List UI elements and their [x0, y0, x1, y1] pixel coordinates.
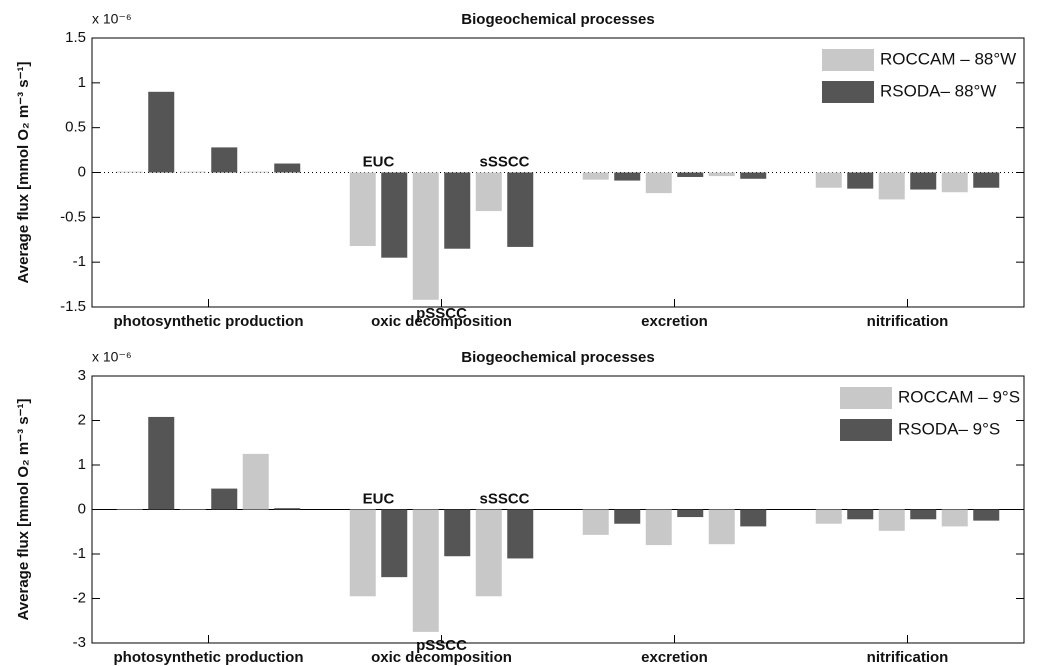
bar [614, 172, 641, 181]
bar [973, 172, 1000, 188]
x-tick-label: nitrification [867, 649, 949, 666]
bar [507, 172, 534, 247]
legend-swatch [822, 81, 874, 103]
bar [740, 509, 767, 527]
x-tick-label: oxic decomposition [371, 313, 512, 330]
x-tick-label: excretion [641, 313, 708, 330]
bar [973, 509, 1000, 521]
legend-swatch [840, 387, 892, 409]
y-tick-label: 0 [78, 500, 86, 517]
x-tick-label: photosynthetic production [114, 649, 304, 666]
bar [941, 172, 968, 193]
y-axis-label: Average flux [mmol O₂ m⁻³ s⁻¹] [15, 399, 32, 621]
x-tick-label: nitrification [867, 313, 949, 330]
bar [677, 509, 704, 518]
bar [878, 172, 905, 200]
bar [475, 172, 502, 212]
y-tick-label: -1.5 [60, 298, 86, 315]
annotation: sSSCC [479, 153, 529, 170]
legend-swatch [822, 49, 874, 71]
y-tick-label: 0.5 [65, 119, 86, 136]
bar [179, 171, 206, 173]
legend-label: RSODA– 9°S [898, 419, 1000, 438]
bar [645, 172, 672, 194]
y-axis-label: Average flux [mmol O₂ m⁻³ s⁻¹] [15, 62, 32, 284]
bar [708, 172, 735, 177]
chart-title: Biogeochemical processes [461, 11, 654, 28]
bar [878, 509, 905, 531]
bar [274, 508, 301, 510]
bar [910, 172, 937, 190]
bar [677, 172, 704, 177]
bar [242, 171, 269, 173]
plot-frame [91, 375, 1025, 644]
bar [412, 172, 439, 300]
bar [211, 147, 238, 173]
multiplier: x 10⁻⁶ [92, 349, 132, 365]
y-tick-label: -0.5 [60, 208, 86, 225]
bar [941, 509, 968, 527]
bar [242, 453, 269, 510]
annotation: EUC [363, 490, 395, 507]
y-tick-label: -1 [73, 545, 86, 562]
bar [148, 91, 175, 173]
bar [847, 509, 874, 520]
y-tick-label: -1 [73, 253, 86, 270]
bar [582, 509, 609, 535]
x-tick-label: photosynthetic production [114, 313, 304, 330]
bar [815, 509, 842, 524]
y-tick-label: 1 [78, 456, 86, 473]
bar [645, 509, 672, 546]
bar [412, 509, 439, 632]
annotation: pSSCC [416, 305, 467, 322]
bar [211, 488, 238, 510]
bar [475, 509, 502, 597]
x-tick-label: excretion [641, 649, 708, 666]
annotation: pSSCC [416, 637, 467, 654]
bar [815, 172, 842, 188]
bar [708, 509, 735, 545]
y-tick-label: 3 [78, 367, 86, 384]
y-tick-label: 2 [78, 411, 86, 428]
bar [148, 416, 175, 510]
bar [582, 172, 609, 180]
bar [847, 172, 874, 189]
bar [349, 172, 376, 247]
annotation: EUC [363, 153, 395, 170]
bar [444, 172, 471, 249]
x-tick-label: oxic decomposition [371, 649, 512, 666]
legend-label: RSODA– 88°W [880, 81, 996, 100]
chart-title: Biogeochemical processes [461, 349, 654, 366]
y-tick-label: 1.5 [65, 29, 86, 46]
bar [614, 509, 641, 524]
plot-frame [91, 37, 1025, 308]
bar [444, 509, 471, 557]
bar [910, 509, 937, 520]
bar [116, 171, 143, 173]
bar [349, 509, 376, 597]
bar [274, 163, 301, 173]
y-tick-label: -3 [73, 634, 86, 651]
y-tick-label: 0 [78, 163, 86, 180]
annotation: sSSCC [479, 490, 529, 507]
legend-label: ROCCAM – 9°S [898, 387, 1020, 406]
bar [381, 509, 408, 578]
legend-label: ROCCAM – 88°W [880, 49, 1016, 68]
bar [507, 509, 534, 559]
multiplier: x 10⁻⁶ [92, 11, 132, 27]
y-tick-label: -2 [73, 589, 86, 606]
y-tick-label: 1 [78, 74, 86, 91]
bar [381, 172, 408, 258]
bar [740, 172, 767, 179]
legend-swatch [840, 419, 892, 441]
